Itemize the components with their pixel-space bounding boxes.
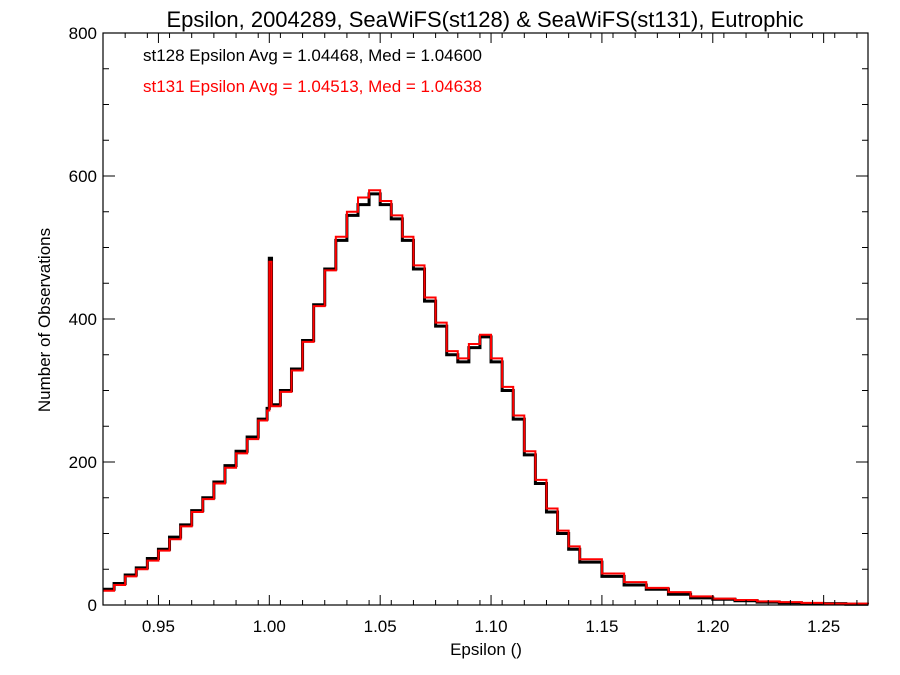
- annotation-st131: st131 Epsilon Avg = 1.04513, Med = 1.046…: [143, 77, 482, 96]
- series-layer: [103, 189, 869, 606]
- x-tick-label: 1.05: [364, 617, 397, 636]
- annotation-st128: st128 Epsilon Avg = 1.04468, Med = 1.046…: [143, 46, 482, 65]
- ticks-layer: 0.95 1.00 1.05 1.10 1.15 1.20 1.25 0 200 400 600 80…: [69, 24, 868, 636]
- x-axis-label: Epsilon (): [450, 640, 522, 659]
- x-tick-label: 1.00: [253, 617, 286, 636]
- y-axis-label: Number of Observations: [35, 228, 54, 412]
- y-tick-label: 0: [88, 596, 97, 615]
- y-tick-label: 600: [69, 167, 97, 186]
- series-st128-line: [103, 192, 868, 606]
- y-tick-label: 800: [69, 24, 97, 43]
- x-tick-label: 1.25: [807, 617, 840, 636]
- chart-title: Epsilon, 2004289, SeaWiFS(st128) & SeaWi…: [166, 7, 803, 32]
- x-tick-label: 0.95: [142, 617, 175, 636]
- series-st131-line: [103, 189, 869, 605]
- y-tick-label: 400: [69, 310, 97, 329]
- x-tick-label: 1.10: [474, 617, 507, 636]
- x-tick-label: 1.20: [696, 617, 729, 636]
- plot-frame: [102, 32, 869, 606]
- y-tick-label: 200: [69, 453, 97, 472]
- x-tick-label: 1.15: [585, 617, 618, 636]
